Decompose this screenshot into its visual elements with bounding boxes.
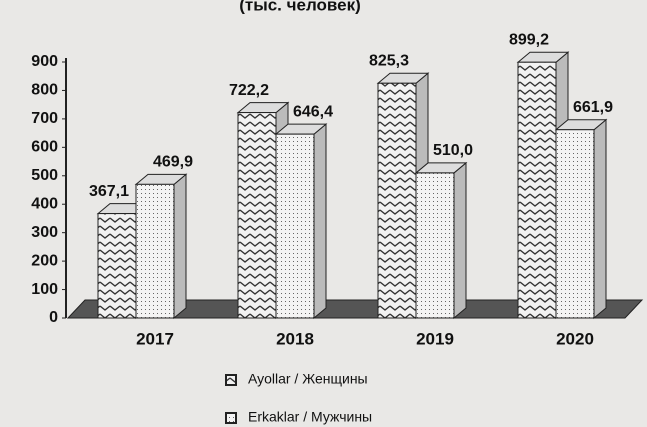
bar bbox=[415, 172, 455, 319]
bar-side bbox=[173, 173, 187, 320]
x-tick-label: 2017 bbox=[136, 329, 174, 348]
value-label: 899,2 bbox=[509, 31, 549, 48]
x-tick-label: 2020 bbox=[556, 329, 594, 348]
legend-swatch bbox=[225, 412, 237, 424]
legend-label: Ayollar / Женщины bbox=[248, 371, 368, 387]
value-label: 367,1 bbox=[89, 183, 129, 200]
y-tick-label: 900 bbox=[31, 53, 58, 70]
y-tick-label: 800 bbox=[31, 82, 58, 99]
legend: Ayollar / Женщины Erkaklar / Мужчины bbox=[225, 371, 372, 425]
value-label: 825,3 bbox=[369, 52, 409, 69]
bar bbox=[275, 133, 315, 319]
value-label: 661,9 bbox=[573, 99, 613, 116]
bar bbox=[135, 183, 175, 319]
bar bbox=[237, 112, 277, 319]
bar-side bbox=[593, 118, 607, 320]
legend-label: Erkaklar / Мужчины bbox=[248, 409, 372, 425]
bar-side bbox=[453, 161, 467, 320]
y-tick-label: 0 bbox=[49, 309, 58, 326]
bar bbox=[377, 82, 417, 319]
y-tick-label: 200 bbox=[31, 252, 58, 269]
bar bbox=[555, 129, 595, 319]
bar bbox=[517, 61, 557, 319]
value-label: 722,2 bbox=[229, 82, 269, 99]
y-tick-label: 600 bbox=[31, 139, 58, 156]
value-label: 469,9 bbox=[153, 154, 193, 171]
legend-swatch bbox=[225, 374, 237, 386]
y-tick-label: 500 bbox=[31, 167, 58, 184]
x-tick-label: 2019 bbox=[416, 329, 454, 348]
y-tick-label: 700 bbox=[31, 110, 58, 127]
y-tick-label: 300 bbox=[31, 224, 58, 241]
value-label: 510,0 bbox=[433, 142, 473, 159]
x-tick-label: 2018 bbox=[276, 329, 314, 348]
y-tick-label: 100 bbox=[31, 281, 58, 298]
chart-title: (тыс. человек) bbox=[239, 0, 361, 14]
bar-side bbox=[313, 123, 327, 320]
bar bbox=[97, 213, 137, 319]
y-tick-label: 400 bbox=[31, 195, 58, 212]
value-label: 646,4 bbox=[293, 103, 333, 120]
